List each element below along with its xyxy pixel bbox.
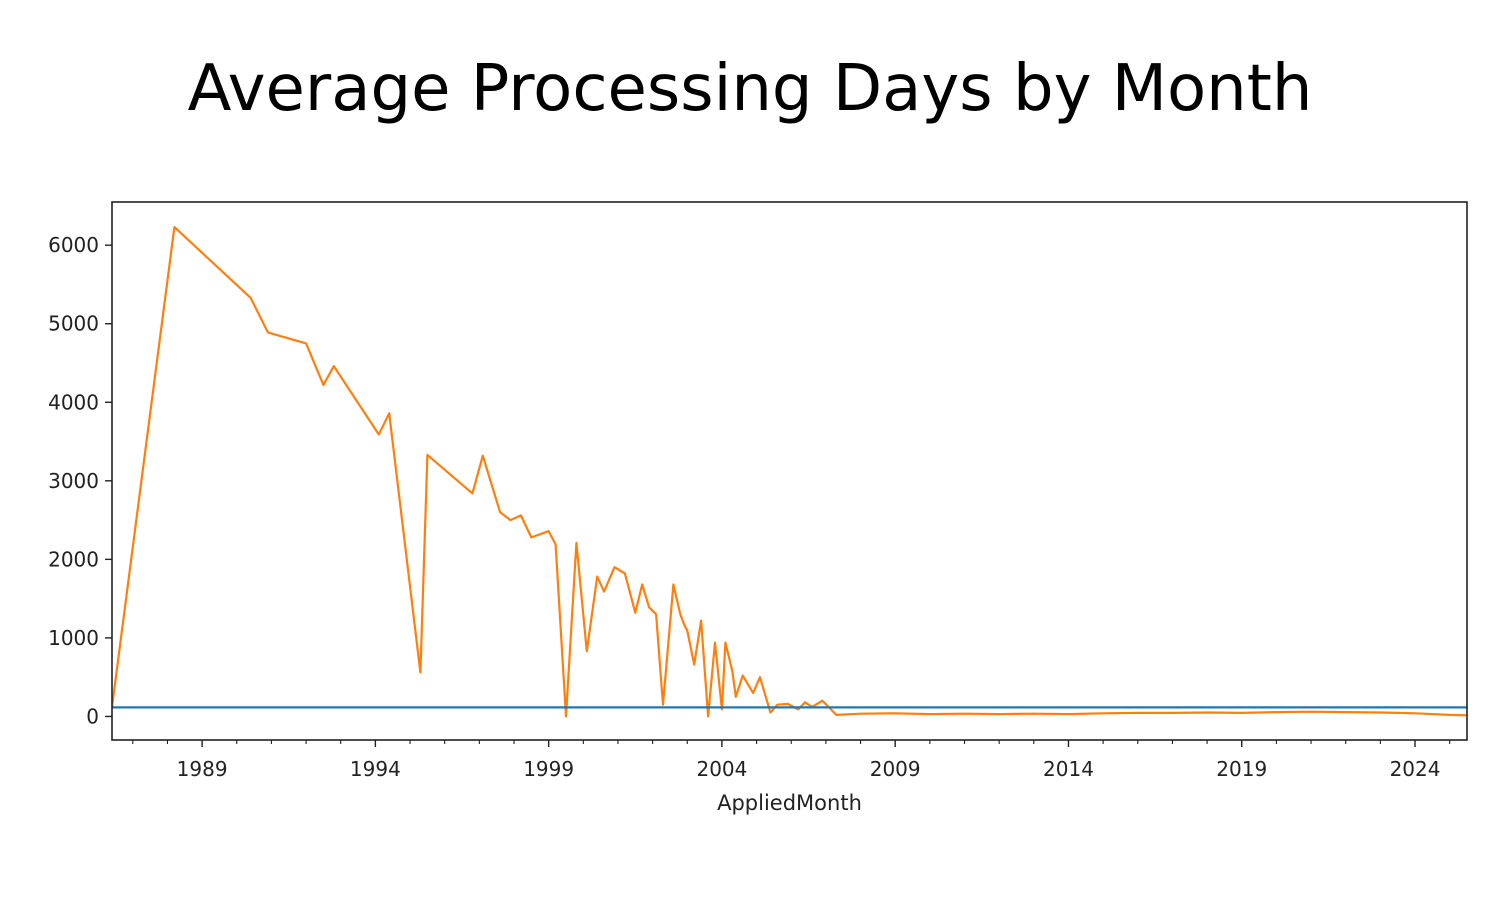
y-tick-label: 3000 bbox=[48, 469, 99, 493]
x-tick-label: 2004 bbox=[696, 757, 747, 781]
y-tick-label: 0 bbox=[86, 704, 99, 728]
chart-title: Average Processing Days by Month bbox=[187, 52, 1313, 126]
y-tick-label: 4000 bbox=[48, 390, 99, 414]
x-tick-label: 1999 bbox=[523, 757, 574, 781]
plot-frame bbox=[111, 201, 1468, 741]
x-tick-label: 1989 bbox=[177, 757, 228, 781]
y-tick-label: 1000 bbox=[48, 626, 99, 650]
x-tick-label: 2024 bbox=[1390, 757, 1441, 781]
y-tick-label: 6000 bbox=[48, 233, 99, 257]
x-tick-label: 2014 bbox=[1043, 757, 1094, 781]
y-tick-label: 5000 bbox=[48, 312, 99, 336]
x-tick-label: 1994 bbox=[350, 757, 401, 781]
x-tick-label: 2019 bbox=[1216, 757, 1267, 781]
y-tick-label: 2000 bbox=[48, 547, 99, 571]
x-axis-label: AppliedMonth bbox=[717, 791, 862, 815]
series-line-1 bbox=[112, 226, 1467, 718]
x-tick-label: 2009 bbox=[870, 757, 921, 781]
